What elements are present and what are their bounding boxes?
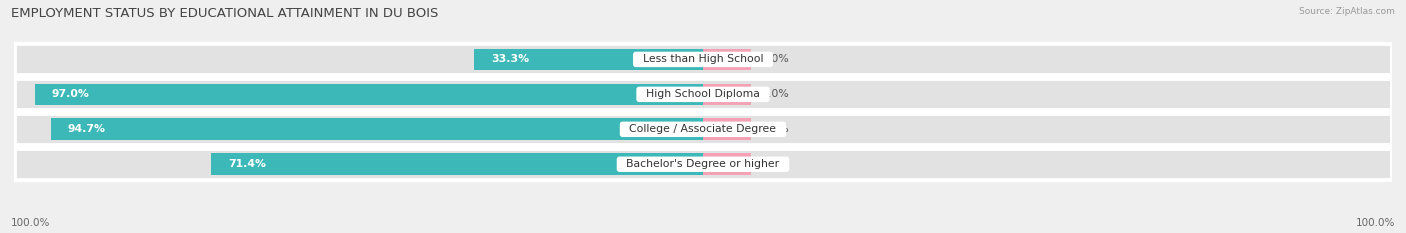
- Bar: [14, 113, 1392, 145]
- Text: 97.0%: 97.0%: [52, 89, 90, 99]
- Bar: [211, 153, 703, 175]
- Text: 0.0%: 0.0%: [762, 124, 789, 134]
- Text: High School Diploma: High School Diploma: [640, 89, 766, 99]
- Text: College / Associate Degree: College / Associate Degree: [623, 124, 783, 134]
- Bar: [703, 118, 751, 140]
- Text: Source: ZipAtlas.com: Source: ZipAtlas.com: [1299, 7, 1395, 16]
- Bar: [14, 43, 1392, 75]
- Bar: [703, 83, 751, 105]
- Bar: [14, 78, 1392, 110]
- Bar: [703, 49, 751, 70]
- Bar: [474, 49, 703, 70]
- Text: 33.3%: 33.3%: [491, 55, 529, 64]
- Bar: [14, 148, 1392, 180]
- Text: 100.0%: 100.0%: [11, 218, 51, 228]
- Text: 71.4%: 71.4%: [228, 159, 266, 169]
- Text: EMPLOYMENT STATUS BY EDUCATIONAL ATTAINMENT IN DU BOIS: EMPLOYMENT STATUS BY EDUCATIONAL ATTAINM…: [11, 7, 439, 20]
- Text: 0.0%: 0.0%: [762, 159, 789, 169]
- Text: Less than High School: Less than High School: [636, 55, 770, 64]
- Text: 100.0%: 100.0%: [1355, 218, 1395, 228]
- Text: 0.0%: 0.0%: [762, 89, 789, 99]
- Text: 0.0%: 0.0%: [762, 55, 789, 64]
- Bar: [35, 83, 703, 105]
- Text: Bachelor's Degree or higher: Bachelor's Degree or higher: [620, 159, 786, 169]
- Bar: [51, 118, 703, 140]
- Text: 94.7%: 94.7%: [67, 124, 105, 134]
- Bar: [703, 153, 751, 175]
